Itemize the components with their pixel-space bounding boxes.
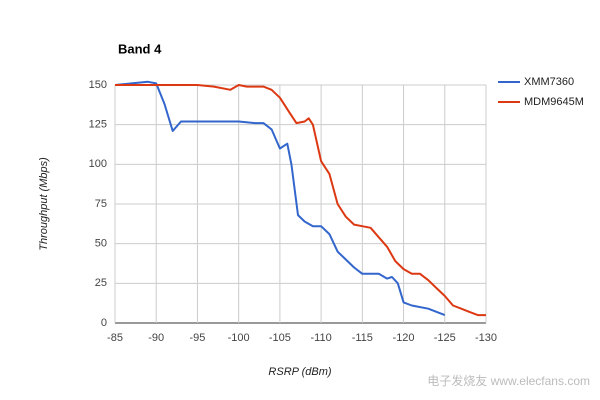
chart-title: Band 4 xyxy=(118,41,162,56)
x-tick-label: -100 xyxy=(228,332,250,344)
x-tick-label: -115 xyxy=(352,332,373,344)
x-tick-label: -130 xyxy=(475,332,497,344)
x-tick-label: -95 xyxy=(189,332,205,344)
x-tick-label: -110 xyxy=(311,332,332,344)
x-tick-label: -120 xyxy=(393,332,415,344)
watermark: 电子发烧友 www.elecfans.com xyxy=(427,373,590,388)
y-tick-label: 150 xyxy=(89,79,107,91)
y-tick-label: 75 xyxy=(95,198,107,210)
series-line xyxy=(114,80,446,317)
legend-label: XMM7360 xyxy=(524,76,574,88)
y-axis-label: Throughput (Mbps) xyxy=(38,157,50,251)
y-tick-label: 0 xyxy=(101,317,107,329)
legend-label: MDM9645M xyxy=(524,96,584,108)
x-tick-label: -85 xyxy=(107,332,123,344)
y-tick-label: 50 xyxy=(95,238,107,250)
x-tick-label: -90 xyxy=(148,332,164,344)
series-line xyxy=(115,84,486,317)
y-tick-label: 100 xyxy=(89,158,107,170)
x-tick-label: -125 xyxy=(434,332,456,344)
x-axis-label: RSRP (dBm) xyxy=(268,366,331,378)
x-tick-label: -105 xyxy=(269,332,291,344)
y-tick-label: 125 xyxy=(89,119,107,131)
y-tick-label: 25 xyxy=(95,277,107,289)
